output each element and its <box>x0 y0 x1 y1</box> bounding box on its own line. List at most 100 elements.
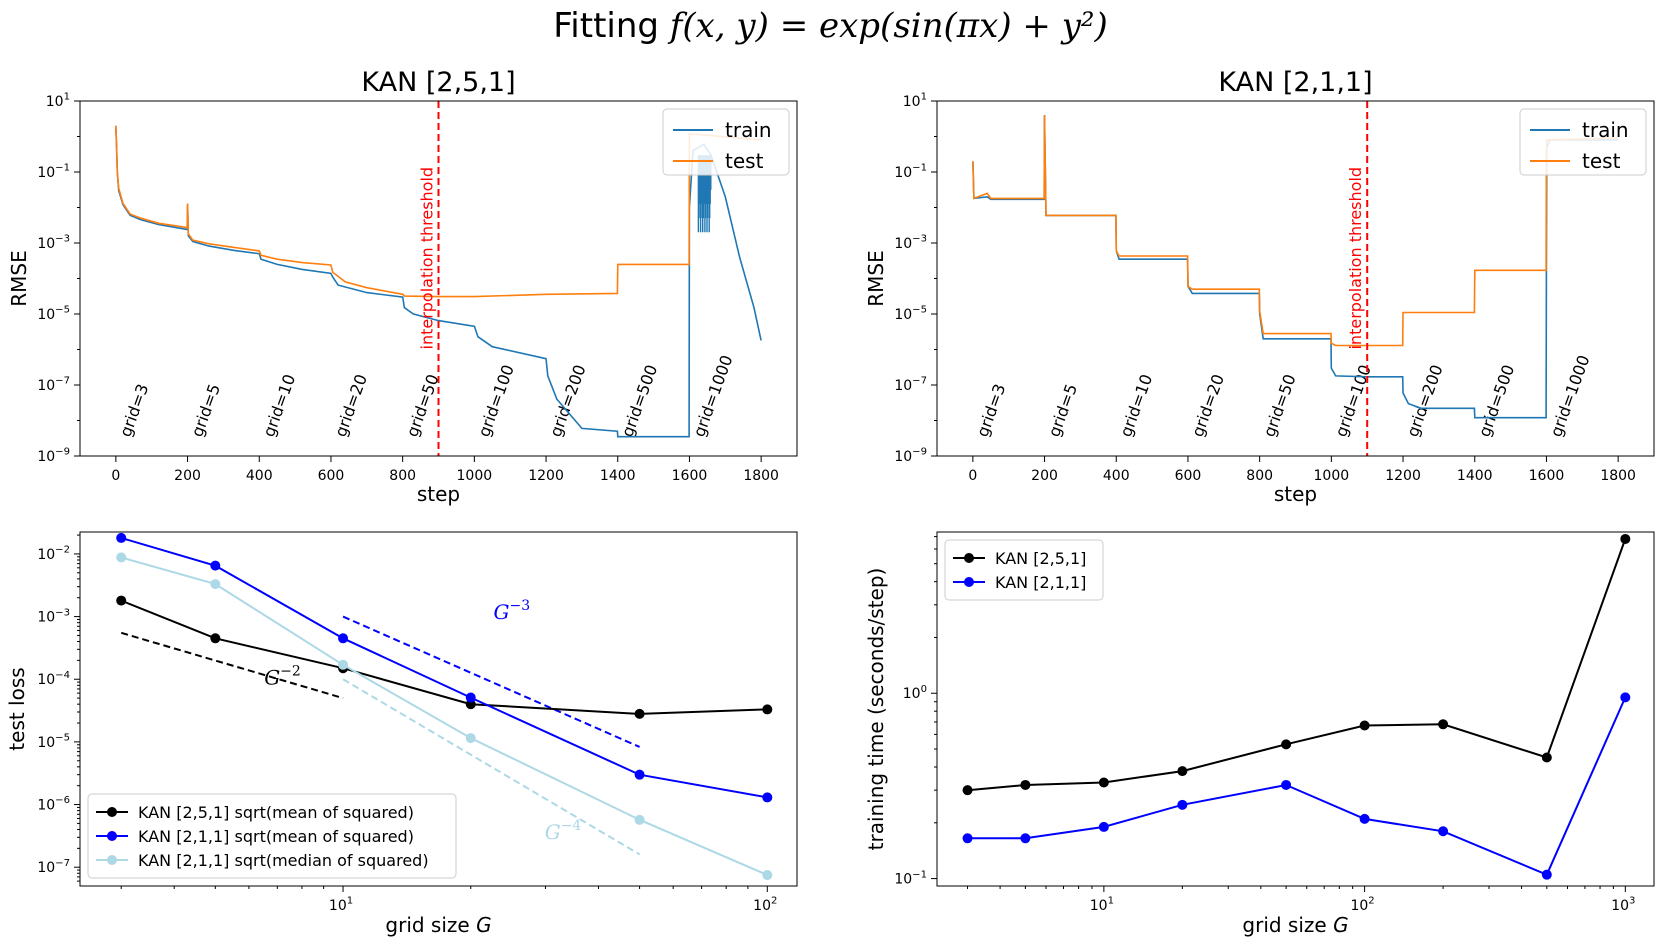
y-tick-label: 10−5 <box>37 733 70 751</box>
series-line <box>120 599 768 715</box>
x-axis-label: grid size G <box>385 913 491 937</box>
reference-line-label: G−3 <box>494 598 531 624</box>
chart-bottom-left: 101 102 10−2 10−3 10−4 10−5 10−6 10−7 G−2 G−3 G−4 g… <box>5 531 798 937</box>
grid-annotation: grid=20 <box>1188 372 1228 440</box>
legend-label: KAN [2,1,1] <box>995 573 1086 592</box>
data-point <box>1281 739 1292 750</box>
data-point <box>762 792 773 803</box>
y-tick-label: 10−1 <box>894 869 927 887</box>
y-tick-label: 10−5 <box>37 305 70 323</box>
data-point <box>1541 752 1552 763</box>
y-tick-label: 101 <box>46 92 70 110</box>
x-tick-label: 800 <box>389 468 416 484</box>
x-tick-label: 101 <box>1090 896 1114 914</box>
data-point <box>634 708 645 719</box>
x-tick-label: 101 <box>329 896 353 914</box>
y-tick-label: 10−9 <box>894 447 927 465</box>
series-line <box>967 696 1627 877</box>
grid-annotation: grid=1000 <box>689 353 736 440</box>
x-tick-label: 400 <box>246 468 273 484</box>
legend-label: KAN [2,5,1] <box>995 549 1086 568</box>
data-point <box>1359 813 1370 824</box>
chart-top-left: 101 10−1 10−3 10−5 10−7 10−9 0 200 400 600 800 1000… <box>7 67 798 506</box>
grid-annotation: grid=10 <box>1116 372 1156 440</box>
grid-annotation: grid=3 <box>116 381 153 439</box>
legend-marker <box>107 831 117 841</box>
x-tick-label: 102 <box>753 896 777 914</box>
legend-label-train: train <box>725 118 772 142</box>
y-tick-label: 10−3 <box>894 234 927 252</box>
reference-line-label: G−2 <box>264 663 301 689</box>
x-tick-label: 600 <box>1175 468 1202 484</box>
grid-annotation: grid=100 <box>474 362 518 439</box>
grid-annotation: grid=50 <box>1260 372 1300 440</box>
data-point <box>634 769 645 780</box>
legend-label-test: test <box>725 149 764 173</box>
figure-title-prefix: Fitting <box>553 6 670 46</box>
y-axis-label: training time (seconds/step) <box>864 568 888 851</box>
y-tick-label: 10−2 <box>37 545 70 563</box>
chart-title: KAN [2,5,1] <box>361 67 515 98</box>
data-point <box>634 814 645 825</box>
reference-line <box>342 615 640 748</box>
grid-annotation: grid=1000 <box>1546 353 1593 440</box>
data-point <box>1541 869 1552 880</box>
grid-annotation: grid=5 <box>1044 381 1081 439</box>
series-line <box>120 536 768 799</box>
legend-box <box>1519 108 1647 176</box>
axes-frame <box>79 531 798 887</box>
legend-label: KAN [2,5,1] sqrt(mean of squared) <box>138 803 414 822</box>
data-point <box>762 870 773 881</box>
grid-annotation: grid=3 <box>973 381 1010 439</box>
chart-bottom-right: 101 102 103 100 10−1 grid size G training time… <box>864 531 1655 937</box>
x-tick-label: 1800 <box>1600 468 1636 484</box>
legend-marker <box>107 807 117 817</box>
x-axis-label: step <box>1274 482 1317 506</box>
data-point <box>1098 821 1109 832</box>
x-tick-label: 1600 <box>1529 468 1565 484</box>
legend-marker <box>107 855 117 865</box>
series-line <box>120 556 768 876</box>
x-tick-label: 103 <box>1611 896 1635 914</box>
data-point <box>1438 826 1449 837</box>
grid-annotation: grid=10 <box>259 372 299 440</box>
data-point <box>210 579 221 590</box>
reference-line-label: G−4 <box>545 818 582 844</box>
x-tick-label: 800 <box>1246 468 1273 484</box>
data-point <box>962 833 973 844</box>
data-point <box>1281 779 1292 790</box>
data-point <box>1177 799 1188 810</box>
y-tick-label: 10−6 <box>37 795 70 813</box>
grid-annotation: grid=200 <box>1403 362 1447 439</box>
data-point <box>338 633 349 644</box>
x-tick-label: 400 <box>1103 468 1130 484</box>
legend-box <box>944 539 1104 601</box>
grid-annotation: grid=100 <box>1331 362 1375 439</box>
legend-marker <box>964 553 974 563</box>
y-tick-label: 10−1 <box>37 163 70 181</box>
y-tick-label: 10−7 <box>37 858 70 876</box>
grid-annotation: grid=5 <box>187 381 224 439</box>
figure-title-formula: f(x, y) = exp(sin(πx) + y²) <box>669 6 1108 46</box>
x-tick-label: 1200 <box>528 468 564 484</box>
x-tick-label: 200 <box>1031 468 1058 484</box>
y-tick-label: 10−4 <box>37 670 70 688</box>
x-tick-label: 0 <box>111 468 120 484</box>
x-axis-label: step <box>417 482 460 506</box>
y-axis-label: RMSE <box>7 250 31 306</box>
data-point <box>465 692 476 703</box>
data-point <box>1620 692 1631 703</box>
interpolation-threshold-label: interpolation threshold <box>418 167 437 350</box>
series-train-noise <box>697 155 712 233</box>
y-axis-label: test loss <box>5 667 29 750</box>
legend-label-train: train <box>1582 118 1629 142</box>
data-point <box>962 785 973 796</box>
data-point <box>116 552 127 563</box>
series-line-test <box>115 125 762 298</box>
interpolation-threshold-label: interpolation threshold <box>1346 167 1365 350</box>
x-tick-label: 102 <box>1350 896 1374 914</box>
y-tick-label: 10−1 <box>894 163 927 181</box>
axes-frame <box>79 100 798 457</box>
series-line-test <box>972 115 1619 347</box>
data-point <box>1098 777 1109 788</box>
